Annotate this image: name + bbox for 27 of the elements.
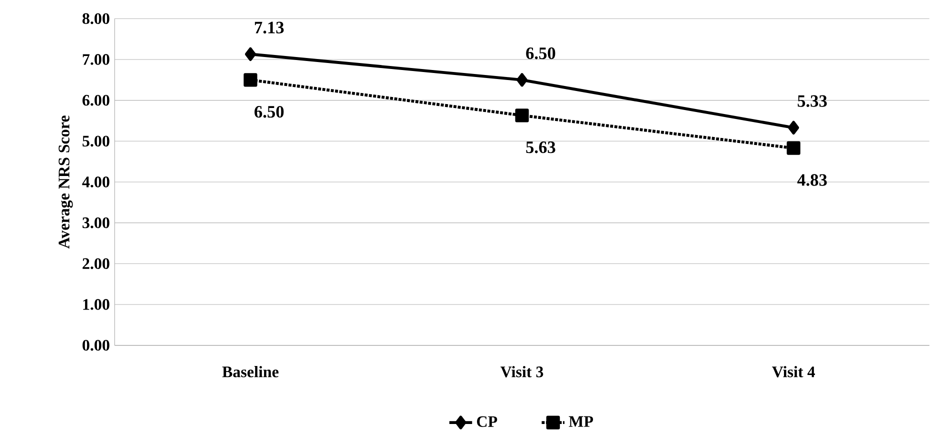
data-label: 5.63 [526, 141, 556, 154]
point [244, 47, 256, 61]
point [244, 73, 258, 87]
data-label: 6.50 [254, 106, 284, 118]
data-label: 5.33 [798, 95, 827, 107]
point [786, 141, 800, 155]
data-label: 6.50 [526, 47, 556, 60]
y-tick-label: 0.00 [82, 340, 110, 351]
point [788, 120, 800, 134]
y-tick-label: 8.00 [82, 13, 110, 24]
y-tick-label: 1.00 [83, 299, 110, 310]
legend-label: MP [568, 416, 594, 427]
y-tick-label: 2.00 [82, 258, 110, 270]
legend-label: CP [477, 416, 498, 427]
point [516, 73, 528, 87]
x-tick-label: Visit 3 [500, 366, 544, 378]
y-tick-label: 3.00 [82, 217, 110, 228]
data-label: 4.83 [797, 174, 827, 186]
x-tick-label: Visit 4 [772, 366, 815, 378]
point [515, 108, 529, 122]
y-axis-title: Average NRS Score [58, 116, 73, 249]
y-tick-label: 5.00 [82, 136, 110, 147]
data-label: 7.13 [254, 22, 284, 34]
y-tick-label: 6.00 [82, 94, 110, 106]
y-tick-label: 4.00 [82, 176, 110, 188]
x-tick-label: Baseline [222, 366, 278, 378]
y-tick-label: 7.00 [82, 54, 110, 65]
